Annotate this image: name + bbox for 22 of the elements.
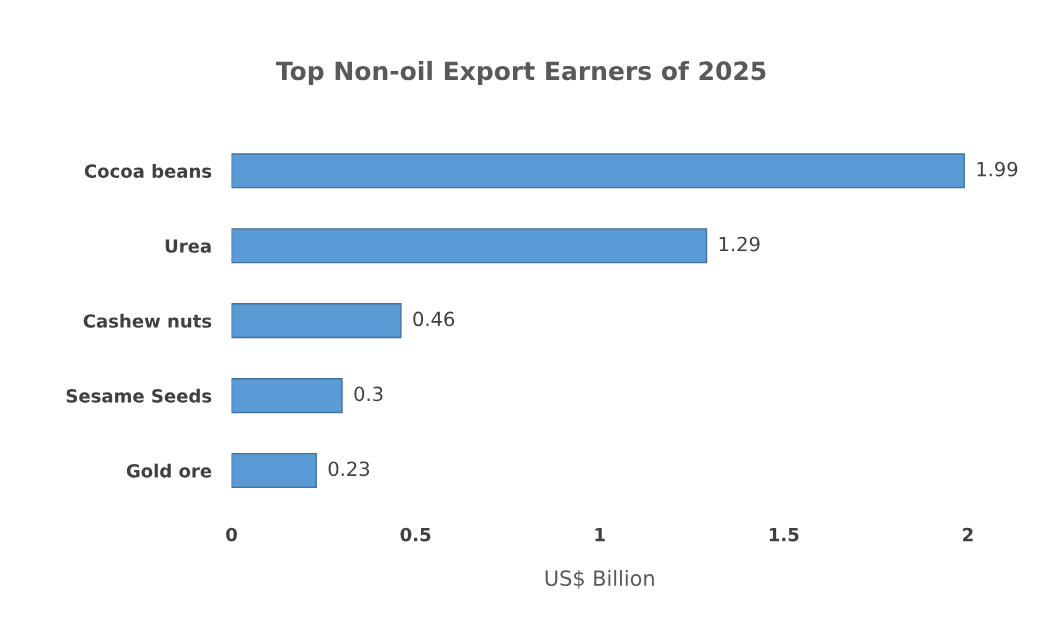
y-tick-label: Cashew nuts (83, 313, 212, 328)
y-tick-label: Sesame Seeds (66, 388, 212, 403)
bar (231, 378, 343, 414)
bar (231, 303, 402, 339)
data-label: 0.46 (413, 311, 455, 327)
bar (231, 452, 317, 489)
x-tick-label: 1 (595, 528, 605, 542)
y-tick-label: Urea (165, 239, 211, 253)
x-tick-label: 0.5 (400, 527, 431, 542)
x-tick-label: 2 (963, 527, 973, 542)
y-tick-label: Gold ore (126, 463, 212, 478)
data-label: 1.99 (977, 161, 1018, 177)
x-tick-label: 0 (226, 527, 237, 542)
data-label: 0.3 (354, 386, 383, 402)
bar (231, 228, 708, 264)
bar (231, 153, 965, 189)
y-tick-label: Cocoa beans (84, 163, 212, 178)
x-tick-label: 1.5 (769, 528, 799, 542)
data-label: 1.29 (719, 236, 760, 252)
data-label: 0.23 (328, 461, 370, 477)
x-axis-title: US$ Billion (545, 569, 654, 589)
chart-title: Top Non-oil Export Earners of 2025 (275, 60, 766, 86)
